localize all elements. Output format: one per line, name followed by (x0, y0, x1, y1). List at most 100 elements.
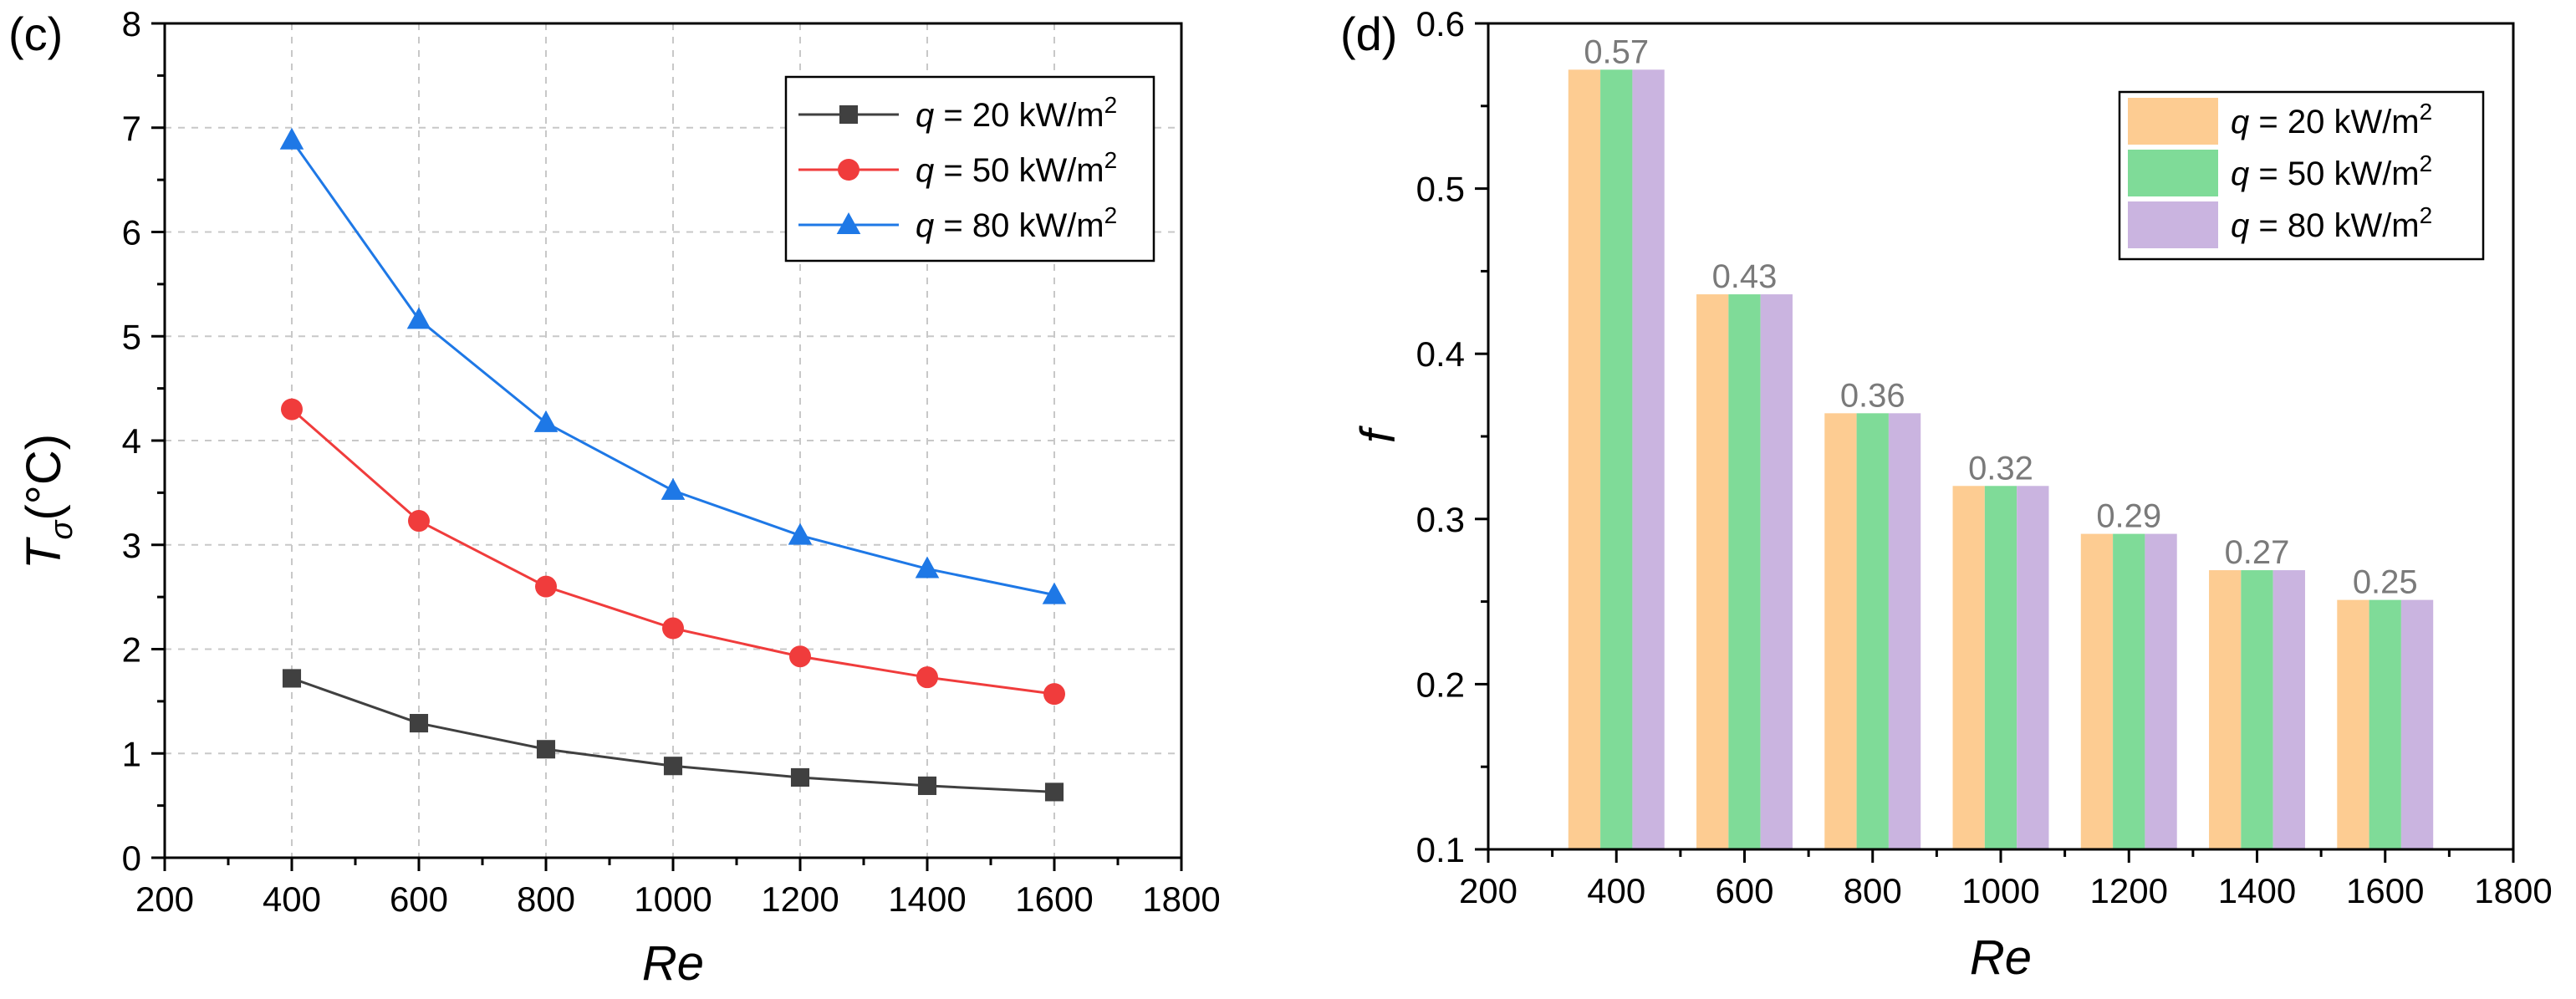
data-point (916, 666, 938, 689)
y-tick-label: 0.5 (1416, 170, 1465, 209)
x-tick-label: 1000 (1961, 871, 2039, 910)
data-label: 0.32 (1968, 450, 2033, 487)
legend-label: q = 50 kW/m2 (2231, 150, 2432, 192)
legend-swatch (2128, 150, 2218, 196)
bar-s3 (2145, 533, 2177, 849)
data-label: 0.25 (2353, 564, 2418, 601)
data-point (533, 410, 559, 432)
bar-s1 (1568, 69, 1601, 849)
y-tick-label: 1 (122, 734, 141, 773)
legend-swatch (2128, 98, 2218, 145)
legend-label: q = 20 kW/m2 (916, 92, 1117, 134)
x-tick-label: 1000 (634, 879, 712, 919)
bar-s3 (1760, 294, 1793, 850)
legend-item-3: q = 80 kW/m2 (2128, 201, 2432, 248)
data-point (1044, 782, 1064, 802)
data-point (662, 617, 684, 640)
data-label: 0.36 (1840, 377, 1905, 414)
x-tick-label: 1800 (1142, 879, 1220, 919)
series-2 (281, 398, 1065, 706)
legend-item-2: q = 50 kW/m2 (2128, 150, 2432, 196)
bar-s2 (1984, 486, 2017, 849)
bar-s2 (1600, 69, 1633, 849)
y-tick-label: 2 (122, 630, 141, 670)
data-point (789, 645, 811, 668)
y-axis-title: Tσ(°C) (17, 434, 79, 569)
y-tick-label: 0 (122, 838, 141, 878)
data-label: 0.29 (2096, 498, 2161, 535)
data-labels-group: 0.57 0.43 0.36 0.32 0.29 0.27 0.25 (1584, 33, 2417, 600)
data-point (661, 477, 686, 500)
data-point (281, 398, 303, 420)
x-tick-label: 600 (1715, 871, 1773, 910)
x-tick-label: 1200 (761, 879, 839, 919)
y-tick-label: 0.6 (1416, 4, 1465, 43)
data-point (408, 510, 430, 533)
legend-label: q = 20 kW/m2 (2231, 99, 2432, 140)
y-tick-label: 8 (122, 4, 141, 43)
bar-s2 (2241, 570, 2273, 849)
x-tick-label: 800 (1844, 871, 1902, 910)
x-tick-label: 800 (517, 879, 575, 919)
y-axis-title-main: T (17, 537, 71, 569)
legend-label: q = 80 kW/m2 (2231, 202, 2432, 244)
y-tick-label: 4 (122, 421, 141, 461)
x-axis-ticks: 200 400 600 800 1000 1200 1400 1600 1800 (1459, 849, 2553, 910)
bar-s3 (2017, 486, 2049, 849)
bar-s3 (2400, 599, 2434, 849)
series-3 (279, 127, 1067, 604)
legend: q = 20 kW/m2 q = 50 kW/m2 q = 80 kW/m2 (784, 75, 1155, 262)
data-point (790, 767, 810, 787)
legend-marker (836, 212, 861, 235)
data-point (279, 127, 304, 150)
legend: q = 20 kW/m2 q = 50 kW/m2 q = 80 kW/m2 (2118, 90, 2485, 261)
panel-d-bar-chart: (d) 0.57 0.43 0.36 0.32 0.29 0.27 0.25 200 400 6… (1340, 4, 2553, 985)
data-point (409, 714, 429, 733)
y-axis-ticks: 0.1 0.2 0.3 0.4 0.5 0.6 (1416, 4, 1488, 869)
legend-item-1: q = 20 kW/m2 (2128, 98, 2432, 145)
x-axis-title: Re (642, 936, 704, 991)
y-axis-title-unit: (°C) (17, 434, 71, 521)
x-axis-title: Re (1970, 930, 2032, 985)
y-axis-title: f (1351, 425, 1405, 443)
legend-label: q = 80 kW/m2 (916, 202, 1117, 244)
x-axis-ticks: 200 400 600 800 1000 1200 1400 1600 1800 (135, 858, 1221, 919)
panel-label-d: (d) (1340, 8, 1397, 60)
data-point (788, 522, 813, 545)
data-label: 0.43 (1712, 258, 1778, 295)
y-tick-label: 6 (122, 213, 141, 252)
data-point (406, 307, 431, 329)
y-tick-label: 0.2 (1416, 665, 1465, 704)
legend-item-2: q = 50 kW/m2 (798, 147, 1117, 189)
legend-marker (839, 104, 859, 125)
x-tick-label: 400 (263, 879, 321, 919)
x-tick-label: 1600 (1015, 879, 1093, 919)
x-tick-label: 200 (1459, 871, 1518, 910)
legend-marker (838, 159, 860, 181)
bar-s3 (2272, 570, 2305, 849)
y-tick-label: 7 (122, 109, 141, 148)
panel-label-c: (c) (8, 8, 63, 60)
bar-s1 (2080, 533, 2114, 849)
data-point (535, 575, 557, 598)
bar-s1 (1696, 294, 1729, 850)
y-tick-label: 5 (122, 317, 141, 356)
bar-s3 (1632, 69, 1665, 849)
y-tick-label: 0.1 (1416, 830, 1465, 869)
y-tick-label: 3 (122, 526, 141, 565)
x-tick-label: 1800 (2474, 871, 2552, 910)
series-group (279, 127, 1067, 802)
x-tick-label: 1600 (2346, 871, 2424, 910)
x-tick-label: 400 (1587, 871, 1645, 910)
bar-s2 (1728, 294, 1761, 850)
series-1 (282, 669, 1064, 802)
y-axis-ticks: 0 1 2 3 4 5 6 7 8 (122, 4, 165, 878)
bar-s1 (1952, 486, 1985, 849)
bar-s1 (2209, 570, 2242, 849)
bar-s1 (2337, 599, 2369, 849)
y-axis-title-sub: σ (44, 519, 79, 540)
legend-item-3: q = 80 kW/m2 (798, 202, 1117, 244)
bar-s1 (1824, 413, 1857, 849)
x-tick-label: 1200 (2090, 871, 2168, 910)
data-point (1042, 582, 1067, 604)
